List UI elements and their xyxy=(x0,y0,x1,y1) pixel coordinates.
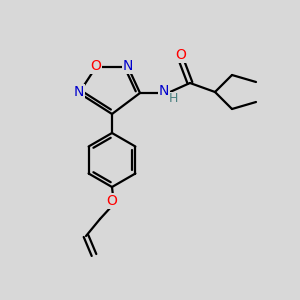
Text: O: O xyxy=(91,59,101,73)
Text: O: O xyxy=(106,194,117,208)
Text: N: N xyxy=(159,84,169,98)
Text: N: N xyxy=(74,85,84,99)
Text: H: H xyxy=(168,92,178,106)
Text: O: O xyxy=(176,48,186,62)
Text: N: N xyxy=(123,59,133,73)
